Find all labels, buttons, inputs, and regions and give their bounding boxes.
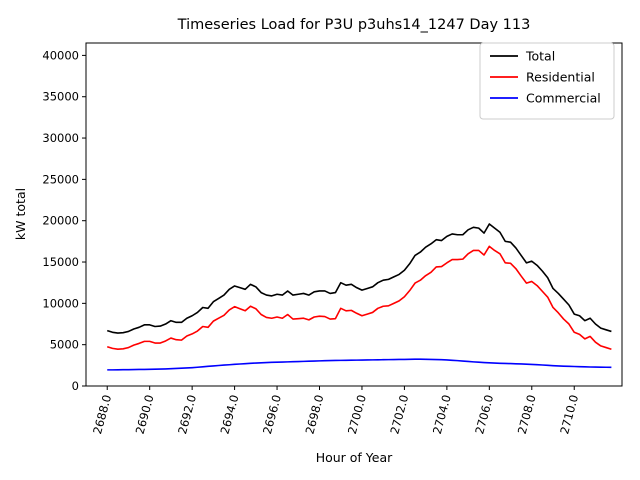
y-tick-label: 10000 bbox=[42, 296, 79, 310]
x-axis-label: Hour of Year bbox=[316, 450, 393, 465]
plot-lines bbox=[106, 223, 612, 371]
y-tick-label: 40000 bbox=[42, 48, 79, 62]
legend-box bbox=[479, 42, 615, 120]
y-axis: 0 5000 10000 15000 20000 25000 30000 35000 40000 bbox=[42, 48, 86, 393]
series-line-total bbox=[106, 223, 612, 334]
legend-label-residential: Residential bbox=[526, 70, 595, 85]
y-tick-label: 35000 bbox=[42, 90, 79, 104]
y-tick-label: 5000 bbox=[50, 338, 79, 352]
series-line-residential bbox=[106, 245, 612, 351]
series-line-commercial bbox=[107, 358, 612, 371]
y-tick-label: 20000 bbox=[42, 214, 79, 228]
y-tick-label: 25000 bbox=[42, 172, 79, 186]
y-tick-label: 30000 bbox=[42, 131, 79, 145]
y-tick-label: 0 bbox=[72, 379, 79, 393]
chart-title: Timeseries Load for P3U p3uhs14_1247 Day… bbox=[177, 17, 531, 33]
y-axis-label: kW total bbox=[13, 188, 28, 240]
legend-label-commercial: Commercial bbox=[526, 91, 601, 106]
legend: Total Residential Commercial bbox=[479, 42, 615, 120]
legend-label-total: Total bbox=[525, 49, 555, 64]
plot-frame bbox=[85, 42, 623, 387]
y-tick-label: 15000 bbox=[42, 255, 79, 269]
